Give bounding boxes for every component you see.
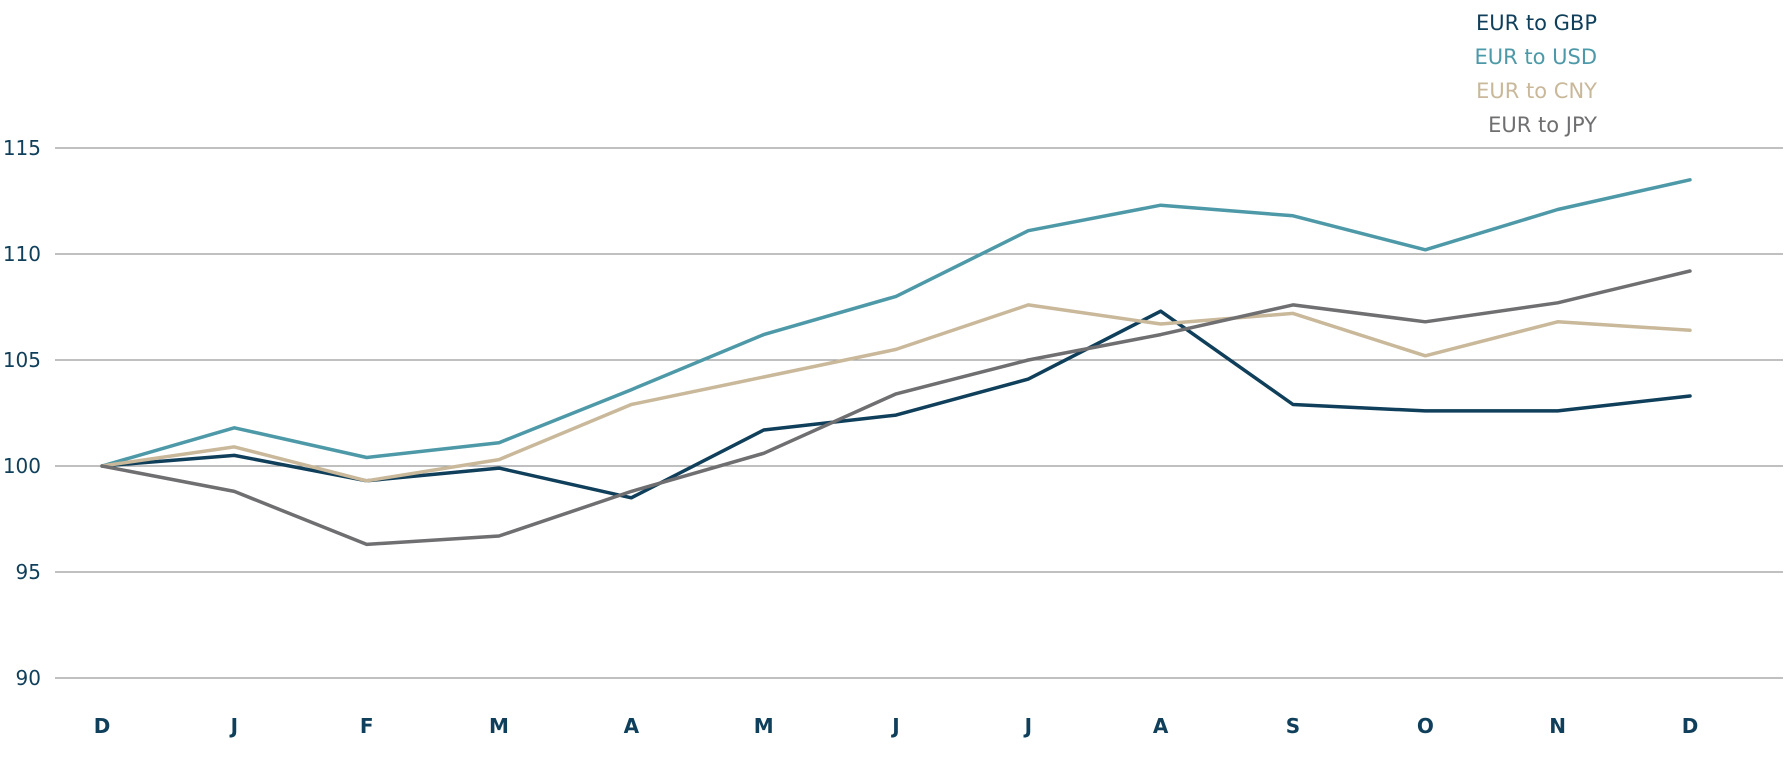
y-axis-ticks: 90 95 100 105 110 115: [3, 136, 41, 690]
legend: EUR to GBP EUR to USD EUR to CNY EUR to JPY: [1474, 11, 1597, 137]
series-line-eur-to-gbp: [100, 309, 1692, 500]
y-tick-label: 115: [3, 136, 41, 160]
legend-entry: EUR to USD: [1474, 45, 1597, 69]
legend-entry: EUR to GBP: [1476, 11, 1597, 35]
series-line-eur-to-jpy: [100, 269, 1692, 547]
x-tick-label: J: [1023, 714, 1032, 738]
x-tick-label: J: [890, 714, 899, 738]
legend-entry: EUR to JPY: [1488, 113, 1597, 137]
x-tick-label: M: [489, 714, 509, 738]
x-tick-label: A: [1153, 714, 1169, 738]
y-tick-label: 110: [3, 242, 41, 266]
x-tick-label: S: [1286, 714, 1300, 738]
legend-entry: EUR to CNY: [1476, 79, 1597, 103]
x-tick-label: N: [1549, 714, 1566, 738]
gridlines: [55, 147, 1783, 679]
x-tick-label: A: [624, 714, 640, 738]
x-tick-label: M: [754, 714, 774, 738]
x-tick-label: D: [94, 714, 111, 738]
series-line-eur-to-usd: [100, 178, 1692, 468]
series-lines: [100, 178, 1692, 547]
y-tick-label: 95: [16, 560, 41, 584]
x-tick-label: F: [360, 714, 374, 738]
y-tick-label: 100: [3, 454, 41, 478]
y-tick-label: 90: [16, 666, 41, 690]
x-tick-label: D: [1682, 714, 1699, 738]
x-tick-label: J: [229, 714, 238, 738]
x-tick-label: O: [1417, 714, 1434, 738]
y-tick-label: 105: [3, 348, 41, 372]
series-line-eur-to-cny: [100, 303, 1692, 483]
